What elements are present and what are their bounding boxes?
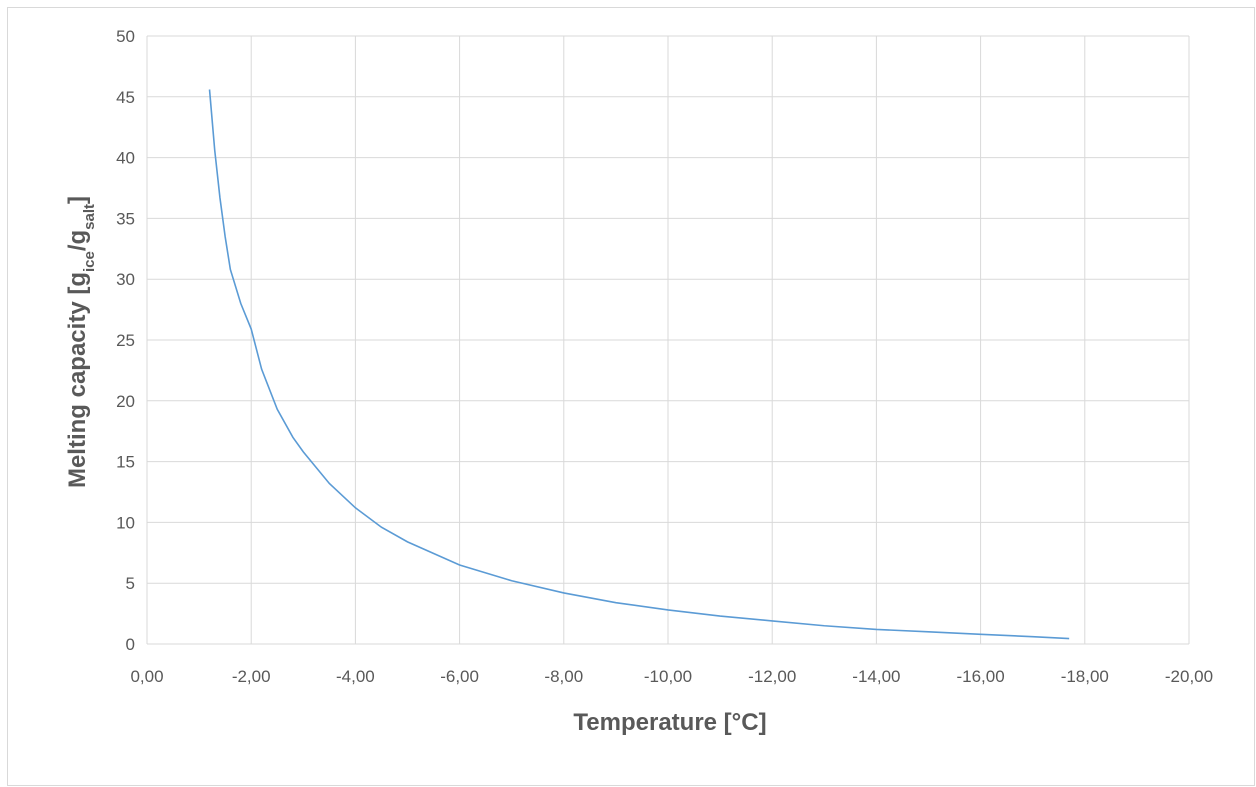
y-tick-label: 40 [116, 149, 135, 168]
y-tick-label: 25 [116, 331, 135, 350]
y-tick-label: 35 [116, 209, 135, 228]
y-tick-label: 50 [116, 27, 135, 46]
x-tick-label: -4,00 [336, 667, 375, 686]
y-tick-label: 20 [116, 392, 135, 411]
x-tick-label: -14,00 [852, 667, 900, 686]
x-tick-label: 0,00 [130, 667, 163, 686]
y-axis-title: Melting capacity [gice/gsalt] [64, 196, 98, 488]
x-tick-label: -18,00 [1061, 667, 1109, 686]
x-tick-label: -8,00 [544, 667, 583, 686]
y-tick-label: 45 [116, 88, 135, 107]
y-tick-label: 5 [126, 574, 135, 593]
x-axis-title: Temperature [°C] [573, 709, 766, 736]
x-tick-label: -2,00 [232, 667, 271, 686]
y-tick-label: 30 [116, 270, 135, 289]
y-tick-labels: 0 5 10 15 20 25 30 35 40 45 50 [116, 27, 135, 654]
x-tick-labels: 0,00 -2,00 -4,00 -6,00 -8,00 -10,00 -12,00 -14,… [130, 667, 1213, 686]
y-axis-title-suffix: ] [64, 196, 91, 204]
x-tick-label: -6,00 [440, 667, 479, 686]
melting-capacity-line [208, 89, 1070, 640]
x-tick-label: -20,00 [1165, 667, 1213, 686]
chart-frame [7, 7, 1255, 786]
y-tick-label: 10 [116, 513, 135, 532]
x-tick-label: -12,00 [748, 667, 796, 686]
horizontal-gridlines [147, 35, 1189, 645]
y-axis-title-sub-salt: salt [81, 204, 98, 230]
y-tick-label: 15 [116, 453, 135, 472]
y-tick-label: 0 [126, 635, 135, 654]
x-tick-label: -10,00 [644, 667, 692, 686]
y-axis-title-sub-ice: ice [81, 251, 98, 272]
y-axis-title-mid: /g [64, 230, 91, 251]
y-axis-title-prefix: Melting capacity [g [64, 272, 91, 488]
x-tick-label: -16,00 [956, 667, 1004, 686]
